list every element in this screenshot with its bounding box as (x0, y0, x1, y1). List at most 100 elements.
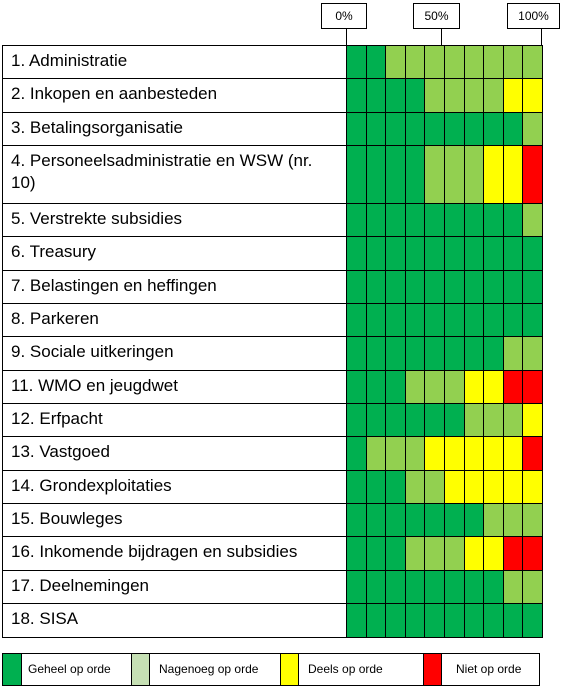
status-cell (405, 270, 426, 305)
status-cell (405, 337, 426, 371)
table-row: 11. WMO en jeugdwet (3, 370, 543, 405)
status-cell (425, 204, 445, 238)
status-cell (484, 337, 504, 371)
status-cell (366, 604, 387, 638)
scale-label: 50% (413, 3, 460, 29)
status-cell (405, 470, 426, 505)
status-cell (347, 437, 367, 471)
status-cell (386, 237, 406, 271)
status-cell (523, 504, 543, 538)
status-cell (425, 237, 445, 271)
status-cell (386, 604, 406, 638)
row-label: 15. Bouwleges (3, 504, 347, 538)
status-cell (444, 146, 465, 205)
status-cell (366, 337, 387, 371)
row-label: 3. Betalingsorganisatie (3, 112, 347, 147)
status-cell (444, 204, 465, 238)
status-cell (503, 437, 524, 471)
status-cell (464, 604, 485, 638)
status-cell (405, 146, 426, 205)
status-cell (444, 112, 465, 147)
status-cell (484, 46, 504, 80)
status-cell (444, 470, 465, 505)
status-cell (523, 79, 543, 113)
scale-guide (441, 29, 442, 45)
status-cell (347, 370, 367, 405)
status-cell (464, 437, 485, 471)
status-cell (523, 437, 543, 471)
status-cell (405, 112, 426, 147)
legend-label: Niet op orde (456, 662, 522, 676)
status-cell (347, 404, 367, 438)
status-cell (523, 470, 543, 505)
status-cell (484, 146, 504, 205)
status-cell (405, 237, 426, 271)
row-label: 12. Erfpacht (3, 404, 347, 438)
row-label: 14. Grondexploitaties (3, 470, 347, 505)
status-cell (464, 470, 485, 505)
status-cell (425, 79, 445, 113)
status-cell (444, 604, 465, 638)
status-cell (386, 370, 406, 405)
status-cell (484, 112, 504, 147)
status-cell (366, 237, 387, 271)
scale-label: 0% (321, 3, 367, 29)
status-cell (366, 146, 387, 205)
status-cell (347, 504, 367, 538)
status-cell (484, 537, 504, 571)
status-cell (503, 46, 524, 80)
status-cell (347, 112, 367, 147)
status-cell (503, 337, 524, 371)
status-cell (464, 337, 485, 371)
status-cell (464, 404, 485, 438)
status-cell (386, 437, 406, 471)
status-cell (425, 537, 445, 571)
status-cell (425, 46, 445, 80)
status-cell (405, 370, 426, 405)
status-cell (484, 204, 504, 238)
status-cell (464, 370, 485, 405)
status-cell (464, 570, 485, 605)
status-cell (386, 304, 406, 338)
status-cell (425, 112, 445, 147)
row-label: 13. Vastgoed (3, 437, 347, 471)
row-label: 11. WMO en jeugdwet (3, 370, 347, 405)
legend: Geheel op orde Nagenoeg op orde Deels op o… (2, 653, 540, 686)
status-cell (347, 46, 367, 80)
status-cell (523, 537, 543, 571)
status-cell (366, 79, 387, 113)
legend-swatch (280, 654, 299, 685)
row-label: 16. Inkomende bijdragen en subsidies (3, 537, 347, 571)
status-cell (366, 204, 387, 238)
table-row: 15. Bouwleges (3, 504, 543, 538)
status-cell (464, 204, 485, 238)
legend-label: Nagenoeg op orde (159, 662, 259, 676)
status-cell (366, 570, 387, 605)
status-cell (405, 604, 426, 638)
row-label: 6. Treasury (3, 237, 347, 271)
status-cell (347, 237, 367, 271)
status-cell (366, 470, 387, 505)
status-cell (386, 404, 406, 438)
status-cell (405, 537, 426, 571)
status-cell (523, 304, 543, 338)
status-cell (503, 79, 524, 113)
status-cell (386, 470, 406, 505)
status-cell (386, 504, 406, 538)
scale-label: 100% (507, 3, 560, 29)
status-cell (425, 304, 445, 338)
status-cell (366, 112, 387, 147)
status-cell (484, 504, 504, 538)
legend-swatch (423, 654, 442, 685)
status-cell (425, 570, 445, 605)
status-cell (405, 437, 426, 471)
status-cell (484, 79, 504, 113)
status-cell (523, 337, 543, 371)
status-cell (484, 604, 504, 638)
status-cell (444, 537, 465, 571)
status-cell (523, 370, 543, 405)
status-cell (386, 112, 406, 147)
status-cell (503, 470, 524, 505)
status-cell (444, 404, 465, 438)
